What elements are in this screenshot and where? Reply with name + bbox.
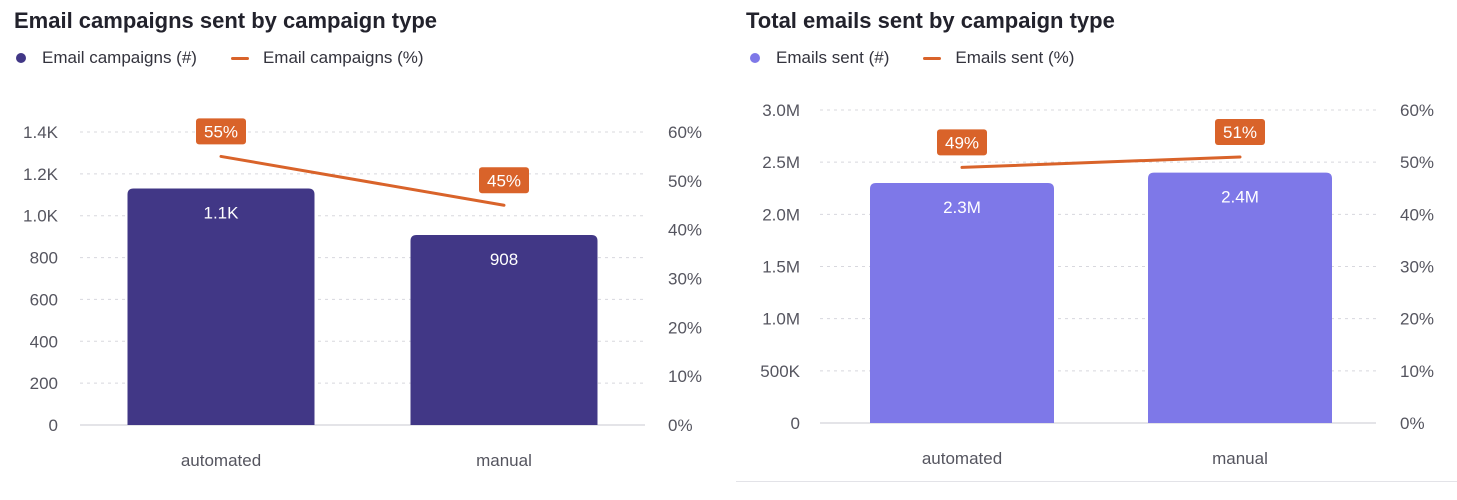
bar-automated bbox=[870, 183, 1054, 423]
y-axis-right-tick-label: 0% bbox=[668, 416, 693, 435]
chart-panel-emails-sent: Total emails sent by campaign type Email… bbox=[736, 0, 1457, 500]
y-axis-right-tick-label: 30% bbox=[1400, 258, 1434, 277]
y-axis-right-tick-label: 30% bbox=[668, 270, 702, 289]
bar-value-label: 2.4M bbox=[1221, 188, 1259, 207]
percent-badge bbox=[1215, 118, 1265, 145]
bar-value-label: 1.1K bbox=[204, 204, 240, 223]
y-axis-left-tick-label: 2.0M bbox=[762, 205, 800, 224]
legend-item-bars[interactable]: Emails sent (#) bbox=[750, 48, 889, 68]
legend-dot-icon bbox=[16, 53, 26, 63]
y-axis-left-tick-label: 1.2K bbox=[23, 165, 59, 184]
y-axis-left-tick-label: 0 bbox=[791, 414, 800, 433]
percent-line bbox=[219, 154, 506, 207]
y-axis-right-tick-label: 20% bbox=[668, 318, 702, 337]
y-axis-right-tick-label: 10% bbox=[1400, 362, 1434, 381]
x-axis-category-label: automated bbox=[922, 449, 1002, 468]
chart-email-campaigns: 0 200 400 600 800 1.0K 1.2K 1.4K 0% 10% 20% 30% 40% 5… bbox=[23, 118, 702, 470]
legend-item-bars[interactable]: Email campaigns (#) bbox=[16, 48, 197, 68]
y-axis-right-tick-label: 40% bbox=[1400, 205, 1434, 224]
y-axis-right-tick-label: 50% bbox=[1400, 153, 1434, 172]
chart-legend: Email campaigns (#) Email campaigns (%) bbox=[16, 48, 458, 68]
y-axis-left-tick-label: 600 bbox=[30, 290, 58, 309]
legend-label: Email campaigns (%) bbox=[262, 48, 424, 67]
percent-value-label: 55% bbox=[204, 122, 238, 141]
y-axis-left-tick-label: 1.4K bbox=[23, 123, 59, 142]
y-axis-right-tick-label: 10% bbox=[668, 367, 702, 386]
x-axis-category-label: manual bbox=[1212, 449, 1268, 468]
legend-label: Email campaigns (#) bbox=[42, 48, 197, 67]
percent-value-label: 51% bbox=[1223, 123, 1257, 142]
legend-item-line[interactable]: Emails sent (%) bbox=[923, 48, 1074, 68]
bar-automated bbox=[127, 188, 315, 425]
y-axis-right-tick-label: 50% bbox=[668, 172, 702, 191]
bar-value-label: 908 bbox=[490, 250, 518, 269]
percent-badge bbox=[479, 167, 529, 194]
legend-label: Emails sent (#) bbox=[776, 48, 890, 67]
chart-legend: Emails sent (#) Emails sent (%) bbox=[750, 48, 1108, 68]
percent-badge bbox=[937, 129, 987, 156]
legend-line-icon bbox=[230, 56, 249, 60]
chart-panel-email-campaigns: Email campaigns sent by campaign type Em… bbox=[0, 0, 720, 500]
y-axis-left-tick-label: 400 bbox=[30, 332, 58, 351]
percent-value-label: 45% bbox=[487, 171, 521, 190]
legend-dot-icon bbox=[750, 53, 760, 63]
percent-line bbox=[960, 155, 1242, 169]
y-axis-right-tick-label: 20% bbox=[1400, 310, 1434, 329]
y-axis-right-tick-label: 0% bbox=[1400, 414, 1425, 433]
y-axis-left-tick-label: 1.5M bbox=[762, 258, 800, 277]
y-axis-left-tick-label: 1.0K bbox=[23, 207, 59, 226]
y-axis-left-tick-label: 3.0M bbox=[762, 101, 800, 120]
chart-title: Email campaigns sent by campaign type bbox=[14, 8, 438, 33]
percent-value-label: 49% bbox=[945, 133, 979, 152]
y-axis-left-tick-label: 800 bbox=[30, 249, 58, 268]
y-axis-right-tick-label: 40% bbox=[668, 221, 702, 240]
y-axis-left-tick-label: 500K bbox=[760, 362, 800, 381]
chart-emails-sent: 0 500K 1.0M 1.5M 2.0M 2.5M 3.0M 0% 10% 20% 30% 40% 5… bbox=[760, 101, 1434, 468]
bar-value-label: 2.3M bbox=[943, 198, 981, 217]
x-axis-category-label: automated bbox=[181, 451, 261, 470]
chart-title: Total emails sent by campaign type bbox=[746, 8, 1115, 33]
y-axis-right-tick-label: 60% bbox=[668, 123, 702, 142]
y-axis-left-tick-label: 2.5M bbox=[762, 153, 800, 172]
y-axis-left-tick-label: 200 bbox=[30, 374, 58, 393]
legend-line-icon bbox=[923, 56, 942, 60]
legend-item-line[interactable]: Email campaigns (%) bbox=[230, 48, 424, 68]
y-axis-right-tick-label: 60% bbox=[1400, 101, 1434, 120]
percent-badge bbox=[196, 118, 246, 145]
y-axis-left-tick-label: 0 bbox=[49, 416, 58, 435]
bar-manual bbox=[1148, 172, 1332, 423]
legend-label: Emails sent (%) bbox=[955, 48, 1075, 67]
bar-manual bbox=[410, 234, 598, 425]
y-axis-left-tick-label: 1.0M bbox=[762, 310, 800, 329]
x-axis-category-label: manual bbox=[476, 451, 532, 470]
panel-divider bbox=[736, 481, 1457, 482]
